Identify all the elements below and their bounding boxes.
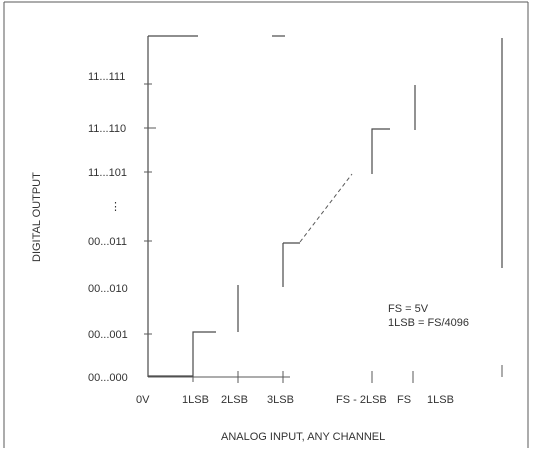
x-label-1lsb-right: 1LSB [427,394,454,406]
y-axis [144,35,285,377]
x-axis [148,365,503,383]
y-code-011: 00...011 [88,236,127,248]
note-fs: FS = 5V [388,303,429,315]
x-label-fs: FS [397,394,411,406]
y-code-110: 11...110 [88,123,126,135]
transfer-staircase [148,85,416,377]
x-label-3lsb: 3LSB [267,394,294,406]
y-tick-labels: 11...111 11...110 11...101 ⋮ 00...011 00… [88,71,128,384]
note-lsb: 1LSB = FS/4096 [388,317,469,329]
x-tick-labels: 0V 1LSB 2LSB 3LSB FS - 2LSB FS 1LSB [136,394,454,406]
y-code-010: 00...010 [88,283,128,295]
x-label-0v: 0V [136,394,150,406]
y-code-101: 11...101 [88,167,127,179]
notes-block: FS = 5V 1LSB = FS/4096 [388,303,469,329]
x-label-2lsb: 2LSB [221,394,248,406]
x-label-1lsb: 1LSB [182,394,209,406]
y-ellipsis: ⋮ [110,201,121,213]
page-frame [3,1,529,448]
y-code-000: 00...000 [88,372,128,384]
x-label-fs-2lsb: FS - 2LSB [336,394,387,406]
y-code-111: 11...111 [88,71,125,83]
x-axis-label: ANALOG INPUT, ANY CHANNEL [221,431,385,443]
y-axis-label: DIGITAL OUTPUT [31,172,43,262]
y-code-001: 00...001 [88,329,128,341]
